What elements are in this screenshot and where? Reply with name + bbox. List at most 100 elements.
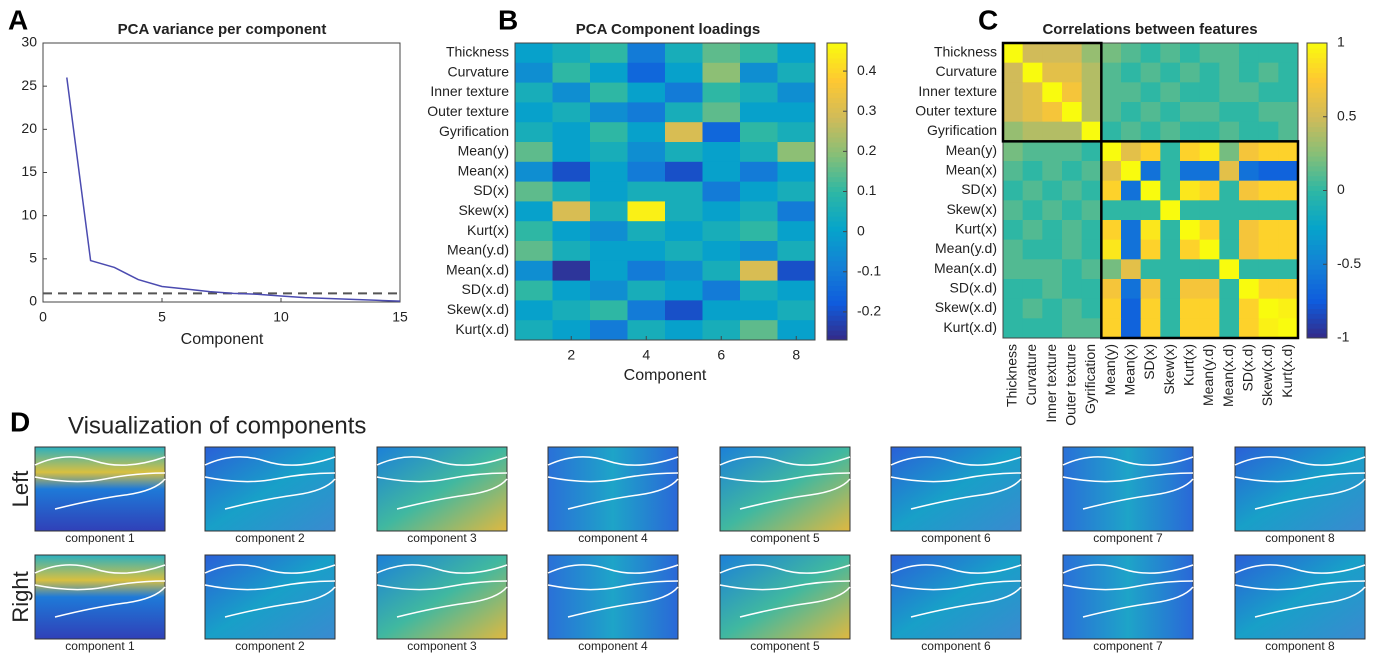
heatmap-cell [627, 62, 666, 84]
heatmap-cell [590, 43, 628, 64]
colorbar-swatch [827, 270, 847, 277]
heatmap-cell [552, 300, 591, 321]
colorbar-swatch [1307, 264, 1327, 270]
matrix-cell [1239, 200, 1260, 221]
y-tick-label: 5 [29, 250, 37, 266]
colorbar-swatch [1307, 210, 1327, 216]
matrix-cell [1160, 259, 1181, 280]
colorbar-swatch [827, 315, 847, 321]
contour [890, 564, 1022, 574]
colorbar-swatch [1307, 57, 1327, 64]
matrix-cell [1278, 279, 1299, 300]
y-tick-label: 15 [21, 163, 37, 179]
colorbar-swatch [827, 216, 847, 222]
matrix-cell [1140, 298, 1161, 319]
matrix-cell [1180, 62, 1201, 83]
matrix-cell [1003, 82, 1024, 103]
colorbar-swatch [1307, 254, 1327, 260]
matrix-cell [1258, 298, 1279, 319]
matrix-cell [1042, 200, 1063, 221]
y-tick-label: Inner texture [430, 83, 509, 99]
matrix-cell [1062, 200, 1083, 221]
heatmap-cell [552, 201, 591, 222]
matrix-cell [1062, 121, 1083, 142]
y-tick-label: Mean(x) [458, 162, 509, 178]
colorbar-swatch [1307, 288, 1327, 295]
x-tick-label: 10 [273, 309, 289, 325]
colorbar-swatch [827, 122, 847, 128]
component-image [376, 446, 508, 532]
colorbar-swatch [1307, 308, 1327, 314]
colorbar-swatch [1307, 229, 1327, 236]
matrix-cell [1121, 62, 1142, 83]
colorbar-swatch [827, 265, 847, 272]
matrix-cell [1199, 298, 1220, 319]
matrix-cell [1160, 298, 1181, 319]
x-tick-label: SD(x.d) [1240, 344, 1256, 391]
colorbar-tick-label: 0.4 [857, 62, 877, 78]
contour [1082, 478, 1194, 510]
y-tick-label: 10 [21, 206, 37, 222]
matrix-cell [1081, 180, 1102, 201]
contour [1254, 586, 1366, 618]
matrix-cell [1140, 43, 1161, 64]
heatmap-cell [740, 260, 778, 282]
colorbar-swatch [827, 171, 847, 178]
matrix-cell [1239, 141, 1260, 162]
colorbar-swatch [1307, 190, 1327, 196]
matrix-cell [1101, 318, 1122, 339]
heatmap-cell [702, 62, 741, 84]
colorbar-swatch [1307, 215, 1327, 221]
matrix-cell [1278, 82, 1299, 103]
matrix-cell [1160, 102, 1181, 123]
heatmap-cell [590, 300, 628, 321]
matrix-cell [1219, 239, 1240, 260]
component-image [204, 446, 336, 532]
matrix-cell [1239, 180, 1260, 201]
colorbar-swatch [1307, 259, 1327, 265]
colorbar-swatch [1307, 195, 1327, 201]
matrix-cell [1180, 259, 1201, 280]
heatmap-cell [665, 102, 703, 123]
matrix-cell [1219, 161, 1240, 182]
matrix-cell [1258, 141, 1279, 162]
heatmap-cell [590, 181, 628, 202]
matrix-cell [1101, 121, 1122, 142]
matrix-cell [1101, 298, 1122, 319]
colorbar-swatch [827, 43, 847, 49]
plot-frame [42, 42, 401, 303]
heatmap-cell [740, 122, 778, 143]
colorbar-swatch [827, 137, 847, 143]
matrix-cell [1022, 62, 1043, 83]
contour [376, 456, 508, 466]
matrix-cell [1160, 200, 1181, 221]
matrix-cell [1062, 141, 1083, 162]
matrix-cell [1199, 82, 1220, 103]
component-image [1234, 446, 1366, 532]
colorbar-swatch [1307, 180, 1327, 187]
matrix-cell [1062, 82, 1083, 103]
panel-title: Visualization of components [68, 412, 366, 439]
matrix-cell [1219, 279, 1240, 300]
y-tick-label: Mean(y) [458, 143, 509, 159]
matrix-cell [1140, 62, 1161, 83]
group-box [1100, 140, 1300, 340]
heatmap-cell [590, 320, 628, 341]
heatmap-cell [515, 82, 553, 103]
colorbar-swatch [1307, 279, 1327, 285]
heatmap-cell [777, 280, 816, 301]
heatmap-cell [665, 181, 703, 202]
colorbar-swatch [827, 161, 847, 168]
colorbar-swatch [1307, 313, 1327, 319]
matrix-cell [1278, 259, 1299, 280]
matrix-cell [1258, 279, 1279, 300]
matrix-cell [1199, 259, 1220, 280]
heatmap-cell [740, 280, 778, 301]
contour [54, 586, 166, 618]
matrix-cell [1219, 43, 1240, 64]
contour [547, 472, 679, 483]
heatmap-cell [777, 161, 816, 183]
x-tick-label: Gyrification [1082, 344, 1098, 414]
matrix-cell [1258, 82, 1279, 103]
heatmap-cell [552, 82, 591, 103]
